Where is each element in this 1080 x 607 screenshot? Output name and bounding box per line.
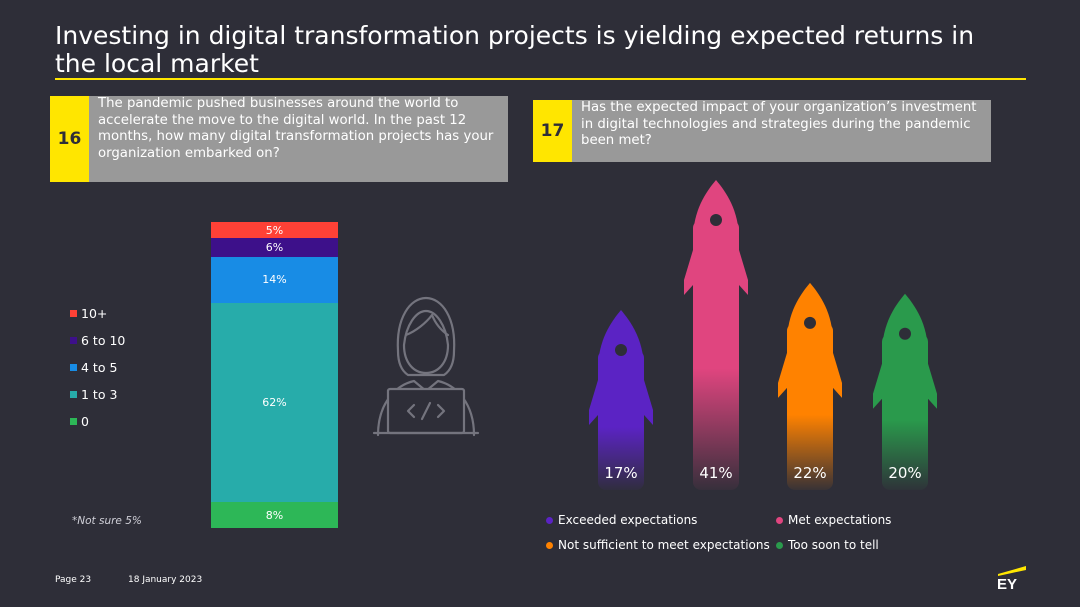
page-title: Investing in digital transformation proj… [55,21,975,78]
rocket-bar [778,282,842,490]
legend-label: 0 [81,414,89,429]
not-sure-note: *Not sure 5% [72,515,142,527]
rocket-bar [873,293,937,490]
legend-swatch [70,418,77,425]
bar-segment-1: 62% [211,302,338,503]
bar-segment-label: 6% [265,241,284,255]
rocket-value-label: 20% [888,464,922,482]
legend-dot [776,516,783,524]
legend-label: 1 to 3 [81,387,118,402]
legend-item: Exceeded expectations [546,513,697,527]
legend-item: 10+ [70,300,125,327]
rocket-value-label: 41% [699,464,733,482]
legend-swatch [70,337,77,344]
legend-label: 4 to 5 [81,360,118,375]
legend-item: Too soon to tell [776,538,879,552]
legend-swatch [70,391,77,398]
question-16-text: The pandemic pushed businesses around th… [98,96,494,161]
person-with-laptop-icon [372,296,480,437]
legend-label: 10+ [81,306,108,321]
question-16-box: 16 The pandemic pushed businesses around… [50,96,508,182]
legend-swatch [70,364,77,371]
legend-label: Met expectations [788,513,892,527]
chart16-legend: 10+ 6 to 10 4 to 5 1 to 3 0 [70,300,125,435]
bar-segment-0: 8% [211,502,338,528]
legend-dot [776,541,783,549]
stacked-bar-chart: 8% 62% 14% 6% 5% [211,222,338,528]
rocket-value-label: 17% [604,464,638,482]
legend-item: Met expectations [776,513,891,527]
legend-label: Exceeded expectations [558,513,698,527]
bar-segment-3: 6% [211,238,338,258]
legend-item: 1 to 3 [70,381,125,408]
rocket-chart [589,180,937,490]
svg-text:EY: EY [997,576,1017,590]
legend-label: 6 to 10 [81,333,126,348]
page-number: Page 23 [55,575,92,585]
rocket-value-label: 22% [793,464,827,482]
legend-item: 0 [70,408,125,435]
rocket-bar [589,310,653,490]
question-17-box: 17 Has the expected impact of your organ… [533,100,991,162]
legend-label: Not sufficient to meet expectations [558,538,770,552]
legend-dot [546,516,553,524]
bar-segment-label: 14% [262,273,287,287]
title-underline [55,78,1026,80]
report-date: 18 January 2023 [128,575,203,585]
bar-segment-label: 8% [265,508,284,522]
bar-segment-4: 5% [211,222,338,239]
legend-item: 4 to 5 [70,354,125,381]
bar-segment-label: 5% [265,223,284,237]
bar-segment-label: 62% [262,395,287,409]
legend-item: 6 to 10 [70,327,125,354]
ey-logo: EY [997,566,1026,590]
legend-swatch [70,310,77,317]
legend-item: Not sufficient to meet expectations [546,538,770,552]
legend-dot [546,541,553,549]
rocket-bar [684,180,748,490]
question-17-text: Has the expected impact of your organiza… [581,100,977,148]
question-16-number: 16 [50,96,89,182]
question-17-number: 17 [533,100,572,162]
bar-segment-2: 14% [211,257,338,303]
legend-label: Too soon to tell [788,538,879,552]
